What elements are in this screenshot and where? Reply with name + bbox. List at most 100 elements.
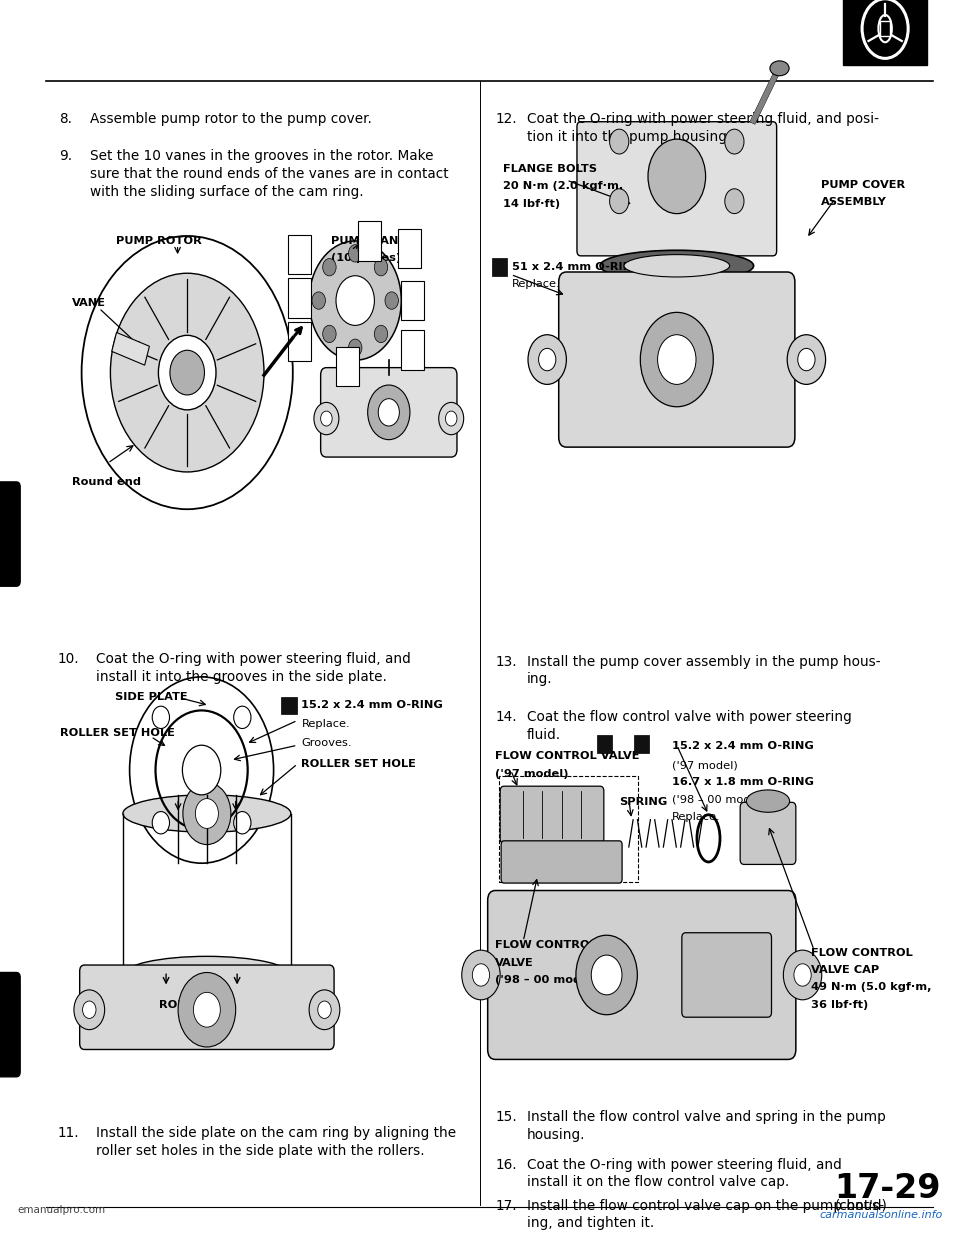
Text: Replace.: Replace. [512, 279, 561, 289]
Text: 36 lbf·ft): 36 lbf·ft) [811, 1000, 869, 1010]
Circle shape [528, 334, 566, 385]
Text: Replace.: Replace. [301, 719, 350, 729]
Text: Install the side plate on the cam ring by aligning the
roller set holes in the s: Install the side plate on the cam ring b… [96, 1126, 456, 1159]
Circle shape [178, 972, 236, 1047]
Text: 11.: 11. [58, 1126, 80, 1140]
Circle shape [158, 335, 216, 410]
Circle shape [368, 385, 410, 440]
Circle shape [462, 950, 500, 1000]
Circle shape [798, 348, 815, 370]
Text: VALVE CAP: VALVE CAP [811, 965, 879, 975]
Ellipse shape [747, 790, 789, 812]
Circle shape [74, 990, 105, 1030]
Text: 51 x 2.4 mm O-RING: 51 x 2.4 mm O-RING [512, 262, 641, 272]
Circle shape [725, 189, 744, 214]
Ellipse shape [123, 795, 291, 832]
Circle shape [153, 707, 170, 729]
Circle shape [576, 935, 637, 1015]
Text: 9.: 9. [60, 149, 73, 163]
Text: ('97 model): ('97 model) [495, 769, 569, 779]
Circle shape [193, 992, 220, 1027]
Circle shape [348, 245, 362, 262]
FancyBboxPatch shape [501, 841, 622, 883]
Text: (10 plates): (10 plates) [331, 253, 401, 263]
Circle shape [309, 241, 401, 360]
FancyBboxPatch shape [682, 933, 772, 1017]
Bar [288, 235, 311, 274]
Text: 13.: 13. [495, 655, 517, 668]
Bar [401, 281, 424, 320]
Text: 15.2 x 2.4 mm O-RING: 15.2 x 2.4 mm O-RING [672, 741, 814, 751]
Text: FLOW CONTROL VALVE: FLOW CONTROL VALVE [495, 751, 640, 761]
Text: Grooves.: Grooves. [301, 738, 352, 748]
Text: 14 lbf·ft): 14 lbf·ft) [503, 199, 561, 209]
Text: Coat the O-ring with power steering fluid, and posi-
tion it into the pump housi: Coat the O-ring with power steering flui… [527, 112, 879, 144]
Circle shape [374, 258, 388, 276]
Circle shape [385, 292, 398, 309]
Text: carmanualsonline.info: carmanualsonline.info [820, 1210, 943, 1220]
Ellipse shape [123, 956, 291, 994]
FancyBboxPatch shape [577, 122, 777, 256]
Text: PUMP COVER: PUMP COVER [821, 180, 905, 190]
FancyBboxPatch shape [0, 482, 20, 586]
FancyBboxPatch shape [740, 802, 796, 864]
Text: 8.: 8. [60, 112, 73, 125]
Circle shape [378, 399, 399, 426]
Text: PUMP VANES: PUMP VANES [331, 236, 415, 246]
Text: 16.: 16. [495, 1158, 517, 1171]
Text: FLANGE BOLTS: FLANGE BOLTS [503, 164, 597, 174]
Bar [288, 322, 311, 361]
Circle shape [233, 707, 251, 729]
Circle shape [725, 129, 744, 154]
Text: VANE: VANE [72, 298, 106, 308]
Text: 17.: 17. [495, 1199, 517, 1212]
Circle shape [196, 799, 219, 828]
FancyBboxPatch shape [80, 965, 334, 1049]
FancyBboxPatch shape [488, 891, 796, 1059]
Text: FLOW CONTROL: FLOW CONTROL [811, 948, 913, 958]
Text: 14.: 14. [495, 710, 517, 724]
FancyBboxPatch shape [500, 786, 604, 843]
Text: Round end: Round end [72, 477, 141, 487]
Bar [634, 735, 649, 753]
Text: PUMP ROTOR: PUMP ROTOR [115, 236, 202, 246]
Bar [288, 278, 311, 318]
Text: 15.: 15. [495, 1110, 517, 1124]
Circle shape [314, 402, 339, 435]
Text: FLOW CONTROL: FLOW CONTROL [495, 940, 597, 950]
Text: ROLLER SET HOLE: ROLLER SET HOLE [60, 728, 175, 738]
Bar [398, 229, 421, 268]
Text: 17-29: 17-29 [834, 1171, 941, 1205]
Circle shape [323, 325, 336, 343]
Circle shape [445, 411, 457, 426]
Text: Install the flow control valve and spring in the pump
housing.: Install the flow control valve and sprin… [527, 1110, 886, 1143]
Circle shape [472, 964, 490, 986]
Circle shape [336, 276, 374, 325]
Circle shape [640, 312, 713, 407]
Ellipse shape [770, 61, 789, 76]
Text: 12.: 12. [495, 112, 517, 125]
Text: SPRING: SPRING [619, 797, 667, 807]
Circle shape [610, 189, 629, 214]
Circle shape [110, 273, 264, 472]
Circle shape [170, 350, 204, 395]
Bar [281, 697, 297, 714]
Circle shape [182, 745, 221, 795]
Text: 20 N·m (2.0 kgf·m,: 20 N·m (2.0 kgf·m, [503, 181, 623, 191]
FancyBboxPatch shape [559, 272, 795, 447]
Circle shape [610, 129, 629, 154]
Ellipse shape [600, 250, 754, 282]
Text: ROLLER SET HOLE: ROLLER SET HOLE [301, 759, 417, 769]
Circle shape [309, 990, 340, 1030]
Circle shape [130, 677, 274, 863]
Text: 10.: 10. [58, 652, 80, 666]
Circle shape [539, 348, 556, 370]
Text: Coat the flow control valve with power steering
fluid.: Coat the flow control valve with power s… [527, 710, 852, 743]
Bar [880, 21, 890, 36]
Circle shape [658, 334, 696, 385]
FancyBboxPatch shape [499, 776, 638, 882]
Circle shape [321, 411, 332, 426]
Text: 49 N·m (5.0 kgf·m,: 49 N·m (5.0 kgf·m, [811, 982, 932, 992]
Text: ROLLERS: ROLLERS [158, 1000, 216, 1010]
Text: Install the flow control valve cap on the pump hous-
ing, and tighten it.: Install the flow control valve cap on th… [527, 1199, 884, 1231]
